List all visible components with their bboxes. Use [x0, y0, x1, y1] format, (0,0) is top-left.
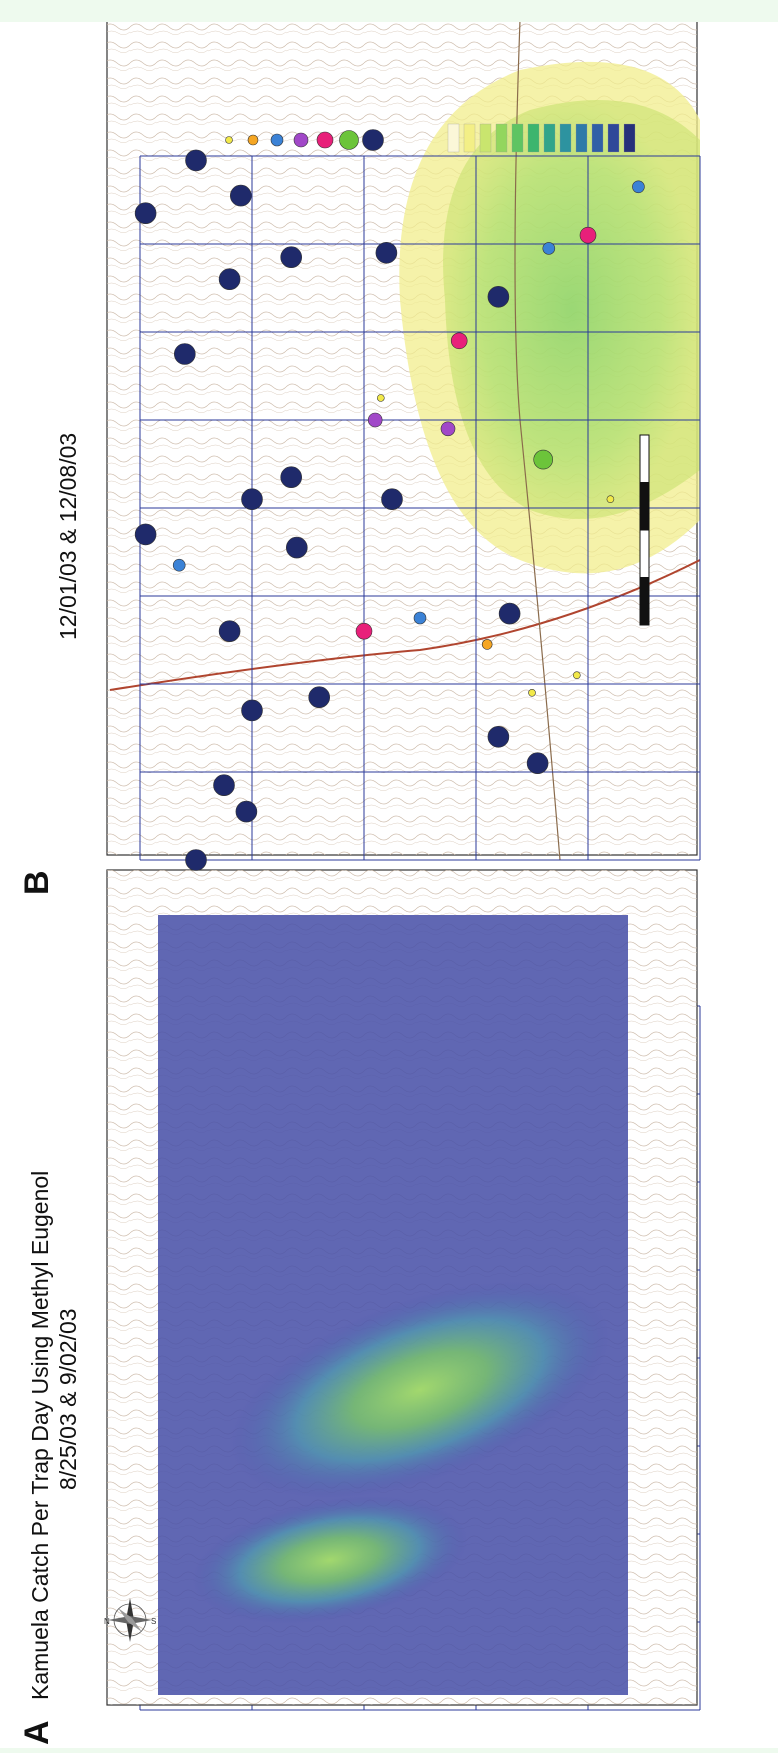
trap-marker	[185, 849, 207, 871]
panel-a-road	[109, 559, 701, 691]
legend-pred-swatch	[495, 123, 508, 153]
legend-pred-swatch	[575, 123, 588, 153]
legend-male-swatch	[316, 131, 334, 149]
scale-bar-segment	[639, 482, 650, 531]
figure-title: Kamuela Catch Per Trap Day Using Methyl …	[27, 1171, 53, 1700]
trap-marker	[526, 752, 549, 775]
legend-pred-swatch	[607, 123, 620, 153]
trap-marker	[134, 202, 157, 224]
panel-b-traps	[134, 149, 645, 871]
trap-marker	[606, 495, 615, 504]
trap-marker	[218, 268, 241, 291]
trap-marker	[174, 343, 196, 365]
trap-marker	[632, 180, 645, 194]
legend-male-swatch	[225, 136, 233, 144]
trap-marker	[579, 226, 597, 244]
legend-pred-swatch	[623, 123, 636, 153]
trap-marker	[533, 449, 554, 470]
top-margin	[0, 0, 778, 22]
trap-marker	[213, 774, 235, 797]
trap-marker	[367, 412, 383, 428]
trap-marker	[285, 536, 308, 559]
legend-male-oriental-fly	[225, 129, 384, 151]
trap-marker	[185, 149, 207, 172]
panel-b-grid	[139, 155, 701, 861]
legend-pred-swatch	[527, 123, 540, 153]
svg-text:N: N	[104, 1617, 110, 1626]
trap-marker	[241, 699, 263, 722]
trap-marker	[498, 602, 521, 625]
legend-pred-swatch	[591, 123, 604, 153]
legend-pred-swatch	[543, 123, 556, 153]
panel-b-scale-bar	[639, 434, 650, 626]
trap-marker	[487, 725, 510, 748]
scale-bar-segment	[639, 529, 650, 578]
panel-b-letter: B	[18, 870, 56, 895]
panel-a-date: 8/25/03 & 9/02/03	[55, 1308, 81, 1490]
trap-marker	[528, 688, 536, 697]
legend-pred-swatch	[447, 123, 460, 153]
scale-bar-segment	[639, 577, 650, 626]
trap-marker	[440, 421, 456, 437]
panel-a-letter: A	[18, 1720, 56, 1745]
trap-marker	[450, 332, 468, 350]
trap-marker	[218, 620, 241, 643]
trap-marker	[280, 466, 303, 489]
legend-prediction-map	[447, 123, 636, 153]
scale-bar-segment	[639, 434, 650, 483]
trap-marker	[487, 285, 510, 308]
trap-marker	[235, 800, 258, 823]
trap-marker	[230, 184, 252, 207]
trap-marker	[413, 611, 427, 625]
legend-male-swatch	[362, 129, 384, 151]
trap-marker	[376, 394, 385, 402]
panel-b-date: 12/01/03 & 12/08/03	[55, 433, 81, 640]
trap-marker	[172, 558, 186, 572]
trap-marker	[375, 242, 398, 264]
panel-b-prediction-glow-2	[191, 1496, 469, 1624]
trap-marker	[572, 671, 581, 680]
legend-pred-swatch	[511, 123, 524, 153]
panel-b	[106, 149, 701, 1706]
legend-male-swatch	[247, 134, 259, 146]
legend-male-swatch	[293, 132, 309, 148]
trap-marker	[308, 686, 331, 709]
trap-marker	[542, 242, 556, 255]
panel-b-prediction-glow	[229, 1281, 611, 1499]
trap-marker	[134, 523, 157, 546]
legend-male-swatch	[339, 130, 359, 150]
compass-rose-icon: N S	[104, 1598, 156, 1642]
panel-a-prediction-green	[443, 100, 700, 519]
legend-pred-swatch	[479, 123, 492, 153]
legend-pred-swatch	[463, 123, 476, 153]
legend-male-swatch	[270, 133, 284, 147]
trap-marker	[280, 246, 303, 269]
trap-marker	[481, 639, 493, 650]
trap-marker	[381, 488, 403, 511]
svg-text:S: S	[151, 1617, 156, 1626]
legend-pred-swatch	[559, 123, 572, 153]
trap-marker	[355, 622, 373, 640]
trap-marker	[241, 488, 263, 511]
